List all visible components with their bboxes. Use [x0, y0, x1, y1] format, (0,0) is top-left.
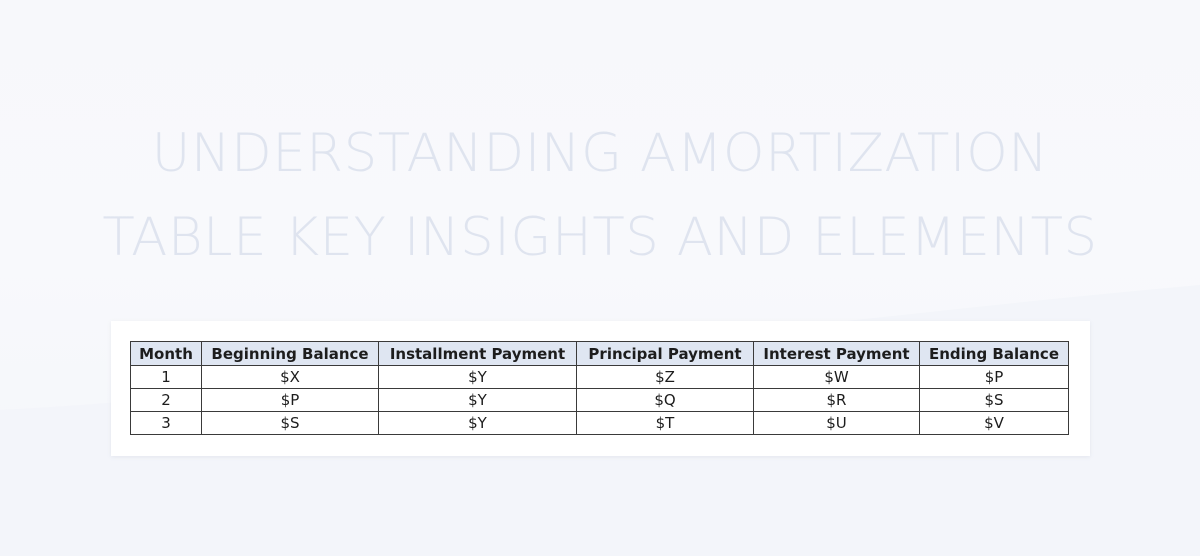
header-principal-payment: Principal Payment — [576, 341, 754, 366]
table-header-row: Month Beginning Balance Installment Paym… — [130, 341, 1069, 366]
cell-installment-payment: $Y — [378, 365, 577, 389]
cell-principal-payment: $T — [576, 411, 754, 435]
table-row: 3 $S $Y $T $U $V — [130, 411, 1069, 435]
cell-ending-balance: $S — [919, 388, 1069, 412]
cell-month: 1 — [130, 365, 202, 389]
page-title-line-2: TABLE KEY INSIGHTS AND ELEMENTS — [102, 207, 1098, 268]
header-ending-balance: Ending Balance — [919, 341, 1069, 366]
table-row: 2 $P $Y $Q $R $S — [130, 388, 1069, 412]
cell-beginning-balance: $P — [201, 388, 379, 412]
table-row: 1 $X $Y $Z $W $P — [130, 365, 1069, 389]
cell-beginning-balance: $S — [201, 411, 379, 435]
cell-principal-payment: $Z — [576, 365, 754, 389]
header-interest-payment: Interest Payment — [753, 341, 920, 366]
page-title: UNDERSTANDING AMORTIZATION TABLE KEY INS… — [0, 112, 1200, 280]
cell-interest-payment: $W — [753, 365, 920, 389]
header-month: Month — [130, 341, 202, 366]
header-installment-payment: Installment Payment — [378, 341, 577, 366]
cell-beginning-balance: $X — [201, 365, 379, 389]
header-beginning-balance: Beginning Balance — [201, 341, 379, 366]
cell-ending-balance: $V — [919, 411, 1069, 435]
cell-principal-payment: $Q — [576, 388, 754, 412]
page-title-line-1: UNDERSTANDING AMORTIZATION — [151, 123, 1049, 184]
amortization-table: Month Beginning Balance Installment Paym… — [130, 341, 1069, 435]
cell-installment-payment: $Y — [378, 411, 577, 435]
cell-interest-payment: $U — [753, 411, 920, 435]
cell-month: 2 — [130, 388, 202, 412]
table-card: Month Beginning Balance Installment Paym… — [111, 321, 1090, 456]
cell-month: 3 — [130, 411, 202, 435]
cell-interest-payment: $R — [753, 388, 920, 412]
cell-installment-payment: $Y — [378, 388, 577, 412]
cell-ending-balance: $P — [919, 365, 1069, 389]
